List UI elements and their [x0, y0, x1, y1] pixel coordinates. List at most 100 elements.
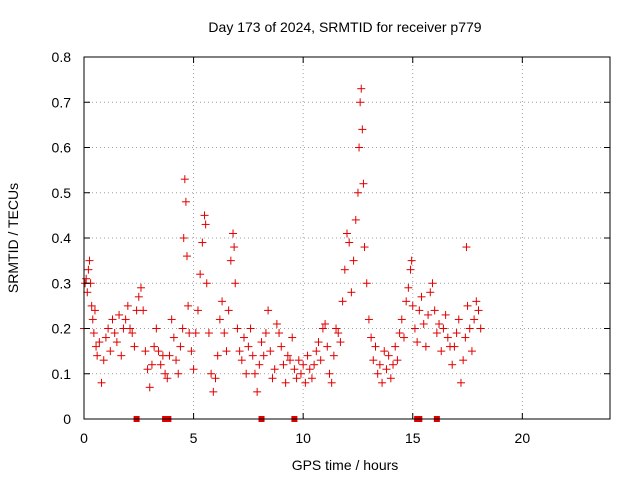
data-point	[299, 360, 308, 369]
data-point	[246, 324, 255, 333]
data-point	[101, 333, 110, 342]
data-point	[419, 319, 428, 328]
data-point	[305, 365, 314, 374]
data-point	[117, 351, 126, 360]
grid	[84, 57, 610, 419]
data-point	[181, 197, 190, 206]
data-point	[327, 378, 336, 387]
y-tick-label: 0.7	[52, 94, 72, 110]
data-point	[90, 306, 99, 315]
data-point	[439, 324, 448, 333]
data-point	[237, 356, 246, 365]
x-tick-label: 0	[80, 430, 88, 446]
data-point	[380, 347, 389, 356]
data-point	[150, 342, 159, 351]
data-point	[332, 324, 341, 333]
data-point	[307, 374, 316, 383]
data-point	[95, 338, 104, 347]
data-point	[399, 333, 408, 342]
data-point	[375, 360, 384, 369]
data-point	[321, 319, 330, 328]
data-point	[343, 229, 351, 238]
data-point	[93, 351, 102, 360]
data-point	[470, 315, 479, 324]
data-point	[415, 306, 424, 315]
data-point	[145, 383, 154, 392]
data-point	[371, 342, 380, 351]
data-point	[329, 351, 338, 360]
data-point	[384, 351, 393, 360]
data-point	[288, 333, 297, 342]
data-point	[92, 342, 101, 351]
data-point	[294, 356, 303, 365]
data-point	[163, 374, 172, 383]
data-point	[83, 288, 92, 297]
data-point	[87, 301, 96, 310]
y-tick-label: 0.8	[52, 49, 72, 65]
data-point	[314, 338, 323, 347]
data-point	[275, 329, 284, 338]
x-tick-label: 20	[515, 430, 531, 446]
y-tick-label: 0.1	[52, 366, 72, 382]
y-axis-label: SRMTID / TECUs	[5, 183, 21, 293]
data-point	[351, 215, 360, 224]
data-point	[99, 356, 108, 365]
data-point	[266, 347, 275, 356]
data-point	[364, 315, 373, 324]
y-tick-label: 0.2	[52, 321, 72, 337]
data-point	[191, 329, 200, 338]
data-point	[239, 333, 248, 342]
data-point	[378, 378, 387, 387]
data-point	[147, 360, 156, 369]
data-point	[121, 315, 130, 324]
data-point	[143, 365, 152, 374]
data-point	[130, 342, 139, 351]
data-point	[106, 347, 115, 356]
data-point	[303, 351, 312, 360]
data-point	[179, 234, 188, 242]
data-point	[264, 306, 273, 315]
x-tick-label: 5	[190, 430, 198, 446]
data-point	[156, 360, 165, 369]
data-point	[189, 365, 198, 374]
data-point	[386, 374, 395, 383]
data-point	[82, 274, 91, 283]
data-point	[110, 329, 119, 338]
data-point	[362, 279, 371, 288]
data-point	[196, 270, 205, 279]
data-point	[202, 279, 211, 288]
data-point	[123, 301, 132, 310]
data-point	[450, 342, 459, 351]
data-point	[336, 338, 345, 347]
data-point	[410, 324, 419, 333]
data-point	[448, 360, 457, 369]
data-point	[459, 356, 468, 365]
data-point	[290, 365, 299, 374]
data-point	[356, 98, 365, 107]
data-point	[286, 356, 295, 365]
data-point	[231, 279, 240, 288]
data-point	[154, 347, 163, 356]
data-point	[353, 188, 362, 197]
data-point	[391, 342, 400, 351]
data-point	[359, 179, 368, 188]
data-point	[172, 356, 181, 365]
data-point	[187, 347, 196, 356]
data-point	[283, 351, 292, 360]
data-point	[242, 369, 251, 378]
data-point	[355, 143, 364, 152]
y-tick-label: 0.6	[52, 140, 72, 156]
data-point	[452, 329, 461, 338]
data-point	[213, 351, 222, 360]
y-tick-label: 0.3	[52, 275, 72, 291]
data-point	[198, 238, 207, 247]
data-point	[141, 347, 150, 356]
data-point	[224, 306, 233, 315]
data-point	[277, 342, 286, 351]
data-point	[367, 333, 376, 342]
data-point	[340, 265, 349, 274]
data-point	[312, 347, 321, 356]
data-point	[115, 310, 124, 319]
data-point	[428, 279, 437, 288]
